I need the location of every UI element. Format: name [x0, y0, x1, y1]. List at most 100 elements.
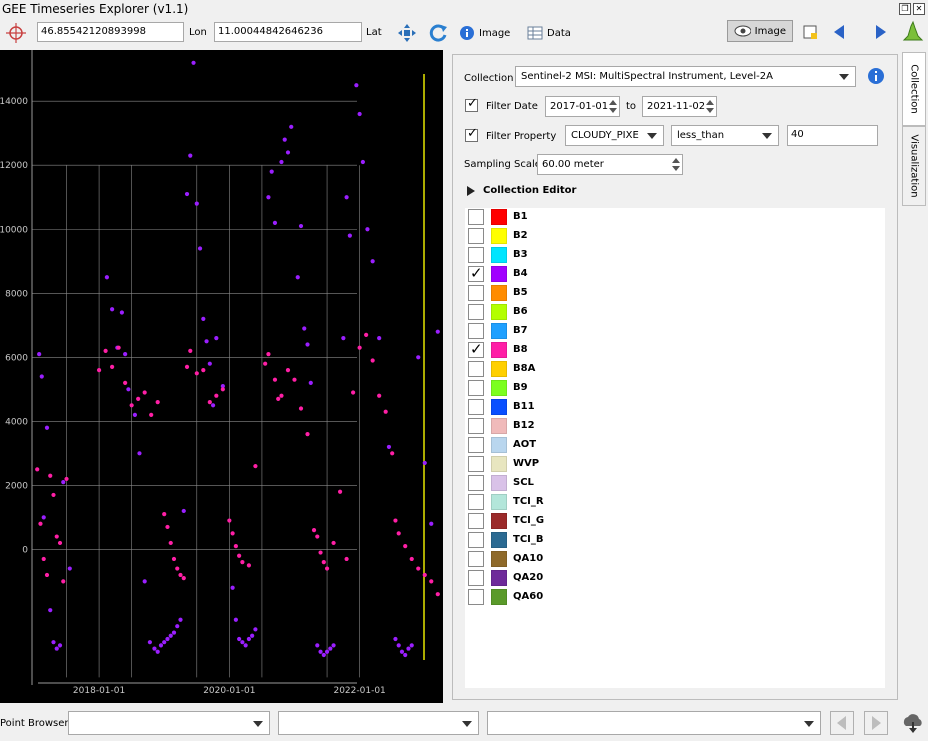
data-point-b8[interactable] [416, 566, 421, 571]
data-point-b8[interactable] [318, 550, 323, 555]
data-point-b8[interactable] [38, 521, 43, 526]
data-point-b8[interactable] [110, 364, 115, 369]
data-point-b8[interactable] [230, 531, 235, 536]
point-picker-button[interactable] [4, 22, 28, 44]
band-checkbox[interactable] [468, 437, 484, 453]
band-item-qa10[interactable]: QA10 [465, 550, 885, 569]
date-to-input[interactable]: 2021-11-02 [642, 96, 717, 117]
data-point-b8[interactable] [383, 409, 388, 414]
band-color-swatch[interactable] [491, 399, 507, 415]
data-point-b8[interactable] [181, 576, 186, 581]
data-point-b4[interactable] [57, 643, 63, 648]
band-checkbox[interactable] [468, 380, 484, 396]
data-point-b8[interactable] [116, 345, 121, 350]
data-point-b4[interactable] [171, 630, 177, 635]
data-point-b8[interactable] [396, 531, 401, 536]
data-point-b4[interactable] [321, 652, 326, 658]
layer-button[interactable] [801, 23, 819, 41]
data-point-b8[interactable] [331, 540, 336, 546]
data-point-b4[interactable] [37, 351, 42, 357]
band-checkbox[interactable] [468, 361, 484, 377]
band-color-swatch[interactable] [491, 532, 507, 548]
band-item-b8[interactable]: ✓ B8 [465, 341, 885, 360]
band-color-swatch[interactable] [491, 304, 507, 320]
data-point-b4[interactable] [48, 608, 53, 613]
data-point-b8[interactable] [175, 566, 180, 571]
data-point-b8[interactable] [136, 396, 141, 402]
data-point-b8[interactable] [351, 390, 356, 395]
band-checkbox[interactable] [468, 456, 484, 472]
view-image-toggle[interactable]: Image [727, 20, 793, 42]
data-point-b4[interactable] [282, 137, 287, 142]
data-point-b8[interactable] [292, 377, 297, 382]
band-item-b6[interactable]: B6 [465, 303, 885, 322]
data-point-b8[interactable] [54, 534, 59, 539]
band-color-swatch[interactable] [491, 570, 507, 586]
data-point-b8[interactable] [57, 540, 63, 546]
data-point-b8[interactable] [237, 553, 242, 558]
timeseries-plot[interactable]: 14000 12000 10000 8000 6000 4000 2000 0 2018-01-… [0, 50, 443, 703]
data-point-b8[interactable] [96, 367, 102, 373]
data-point-b8[interactable] [321, 560, 326, 565]
data-point-b4[interactable] [308, 380, 313, 386]
point-browser-select-1[interactable] [68, 711, 270, 735]
data-point-b4[interactable] [220, 384, 225, 389]
data-point-b4[interactable] [178, 617, 183, 622]
point-previous-button[interactable] [830, 711, 854, 735]
data-point-b4[interactable] [110, 307, 115, 312]
data-point-b4[interactable] [315, 643, 320, 648]
data-point-b4[interactable] [210, 403, 216, 408]
tab-collection[interactable]: Collection [902, 52, 926, 126]
band-checkbox[interactable] [468, 589, 484, 605]
data-point-b8[interactable] [298, 406, 304, 411]
data-point-b8[interactable] [44, 572, 50, 578]
data-point-b8[interactable] [188, 348, 193, 353]
band-checkbox[interactable] [468, 209, 484, 225]
data-point-b4[interactable] [147, 640, 152, 645]
data-point-b8[interactable] [51, 492, 56, 498]
data-point-b4[interactable] [158, 643, 164, 648]
data-point-b8[interactable] [357, 345, 362, 350]
data-point-b8[interactable] [266, 351, 271, 357]
data-point-b8[interactable] [393, 518, 398, 523]
band-color-swatch[interactable] [491, 228, 507, 244]
data-point-b8[interactable] [377, 393, 382, 398]
band-item-b1[interactable]: B1 [465, 208, 885, 227]
data-point-b8[interactable] [364, 332, 369, 337]
band-color-swatch[interactable] [491, 323, 507, 339]
band-checkbox[interactable] [468, 570, 484, 586]
data-point-b8[interactable] [311, 528, 317, 533]
data-point-b4[interactable] [237, 636, 242, 642]
band-color-swatch[interactable] [491, 380, 507, 396]
band-checkbox[interactable] [468, 418, 484, 434]
next-button[interactable] [872, 23, 890, 41]
data-point-b8[interactable] [435, 592, 440, 597]
band-color-swatch[interactable] [491, 247, 507, 263]
lon-input[interactable]: 46.85542120893998 [37, 22, 184, 42]
band-checkbox[interactable] [468, 228, 484, 244]
restore-icon[interactable]: ❐ [899, 3, 911, 15]
filter-date-checkbox[interactable]: ✓ [465, 96, 478, 112]
data-point-b4[interactable] [435, 329, 440, 334]
band-color-swatch[interactable] [491, 418, 507, 434]
timeseries-chart[interactable]: 14000 12000 10000 8000 6000 4000 2000 0 2018-01-… [0, 50, 443, 703]
data-point-b8[interactable] [246, 563, 251, 568]
band-color-swatch[interactable] [491, 475, 507, 491]
data-point-b8[interactable] [305, 432, 310, 437]
data-point-b4[interactable] [406, 646, 411, 651]
data-point-b4[interactable] [214, 335, 219, 341]
data-point-b4[interactable] [246, 636, 251, 642]
band-item-b8a[interactable]: B8A [465, 360, 885, 379]
data-point-b4[interactable] [243, 643, 248, 648]
data-point-b8[interactable] [315, 534, 320, 539]
data-point-b4[interactable] [233, 617, 238, 622]
data-point-b4[interactable] [416, 355, 421, 360]
property-select[interactable]: CLOUDY_PIXE [565, 125, 664, 146]
data-point-b8[interactable] [253, 464, 258, 469]
collection-info-button[interactable] [867, 67, 885, 85]
band-color-swatch[interactable] [491, 494, 507, 510]
band-item-tci_b[interactable]: TCI_B [465, 531, 885, 550]
data-point-b4[interactable] [152, 646, 157, 651]
data-point-b4[interactable] [377, 335, 382, 341]
data-point-b8[interactable] [344, 556, 349, 562]
